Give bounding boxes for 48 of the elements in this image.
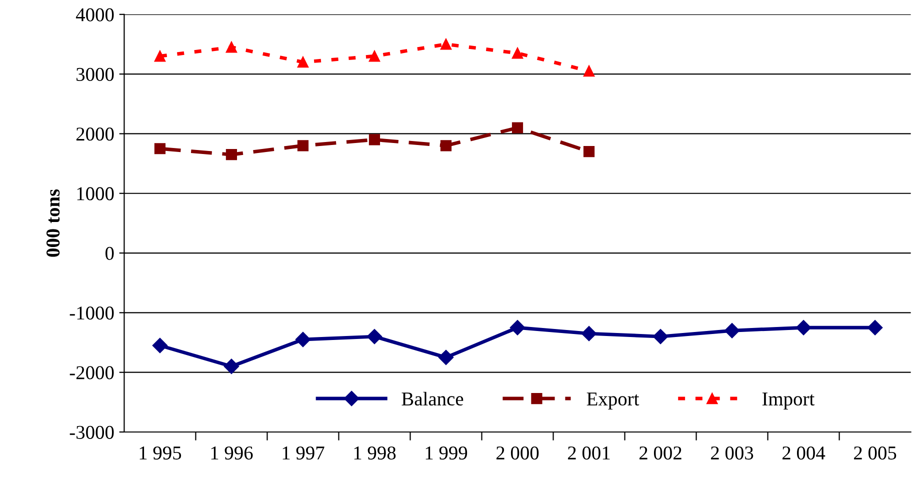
x-tick-label: 2 003 <box>711 446 754 460</box>
x-tick-label: 2 001 <box>568 446 610 460</box>
point <box>368 134 380 146</box>
point <box>368 50 380 62</box>
point <box>440 140 452 152</box>
x-tick-label: 2 000 <box>496 446 539 460</box>
point <box>297 140 309 152</box>
point <box>724 323 740 338</box>
y-tick-label: -1000 <box>70 306 114 320</box>
point <box>154 50 166 62</box>
point <box>512 122 524 134</box>
point <box>512 48 524 59</box>
x-tick-label: 1 999 <box>426 446 468 460</box>
point <box>297 56 309 68</box>
point <box>154 143 166 154</box>
y-axis-title: 000 tons <box>46 189 60 257</box>
x-tick-label: 1 996 <box>211 446 253 460</box>
point <box>226 42 238 53</box>
point <box>581 326 597 342</box>
point <box>510 320 526 336</box>
point <box>224 358 240 374</box>
x-tick-label: 1 997 <box>282 446 324 460</box>
point <box>583 66 595 77</box>
point <box>583 146 595 158</box>
y-tick-label: 4000 <box>76 8 114 22</box>
x-tick-label: 2 002 <box>639 446 682 460</box>
point <box>796 320 812 336</box>
y-tick-label: 1000 <box>77 187 114 200</box>
y-tick-label: -3000 <box>70 426 114 439</box>
y-tick-label: 0 <box>105 246 114 260</box>
x-tick-label: 1 998 <box>354 446 396 460</box>
point <box>438 350 454 365</box>
legend-label: Balance <box>402 392 464 406</box>
x-tick-label: 2 005 <box>854 446 896 460</box>
point <box>366 328 382 344</box>
point <box>226 149 238 160</box>
point <box>867 320 883 336</box>
x-tick-label: 2 004 <box>782 446 826 460</box>
point <box>295 332 311 348</box>
y-tick-label: 3000 <box>76 68 114 81</box>
legend-label: Export <box>586 392 640 410</box>
x-tick-label: 1 995 <box>140 446 182 460</box>
legend-label: Import <box>762 392 815 410</box>
point <box>652 328 668 344</box>
y-tick-label: 2000 <box>76 128 114 141</box>
point <box>152 338 168 354</box>
y-tick-label: -2000 <box>70 366 114 380</box>
point <box>440 38 452 50</box>
